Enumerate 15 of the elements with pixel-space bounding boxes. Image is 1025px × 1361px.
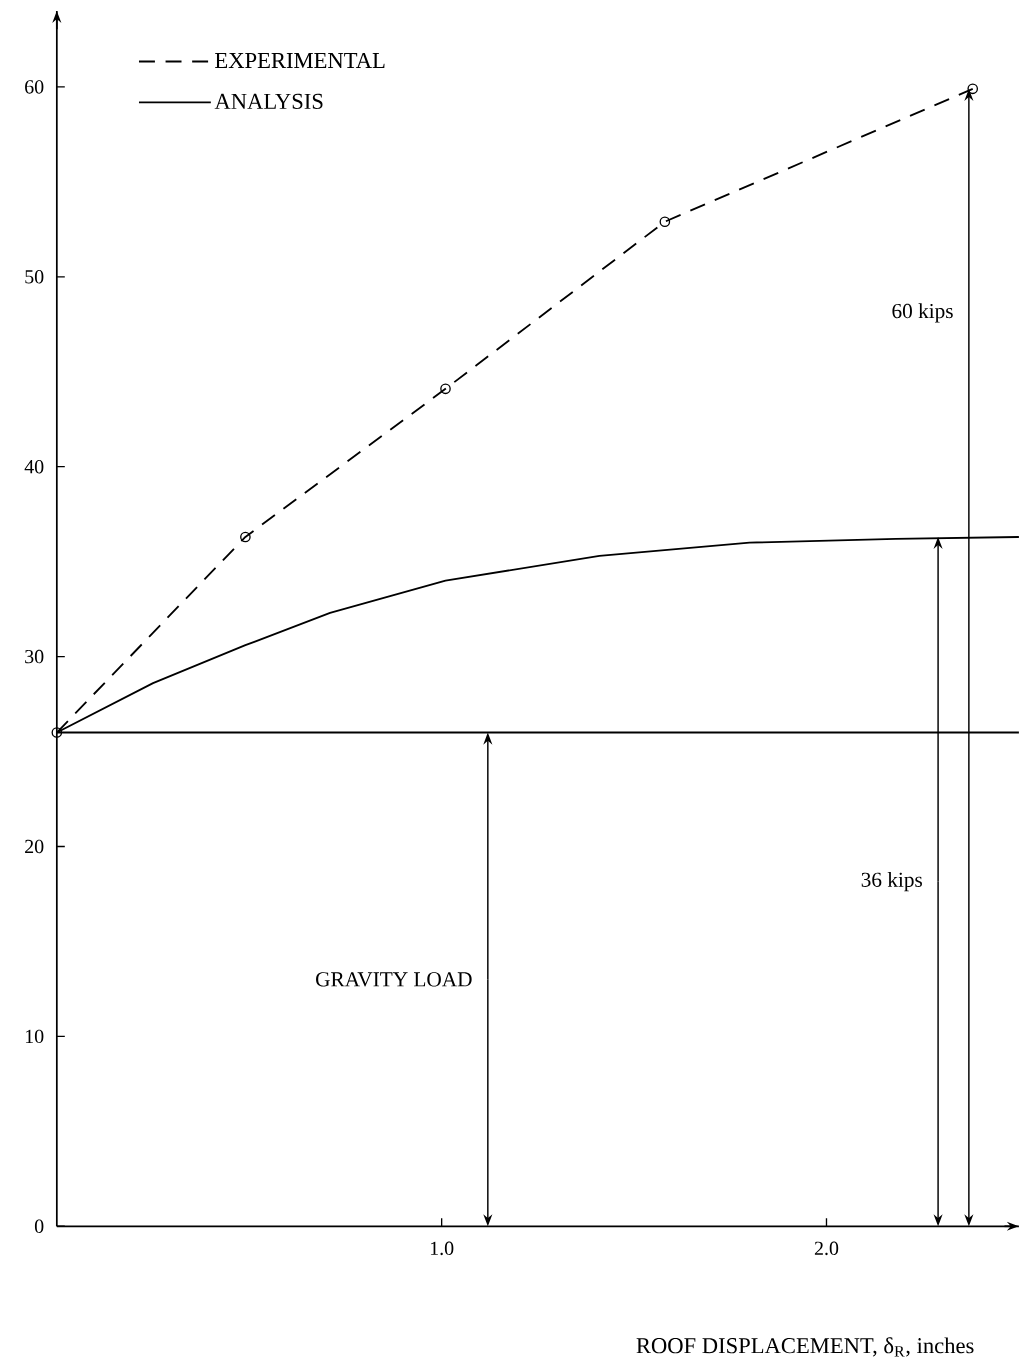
annotation: GRAVITY LOAD bbox=[316, 972, 472, 987]
annotation: 60 kips bbox=[892, 303, 953, 323]
x-axis-title: ROOF DISPLACEMENT, δ$_{R}$, inches bbox=[636, 1337, 974, 1357]
x-tick-label: 1.0 bbox=[431, 1241, 454, 1256]
y-tick-label: 0 bbox=[35, 1219, 44, 1233]
legend-label: ANALYSIS bbox=[214, 93, 323, 110]
y-tick-label: 40 bbox=[24, 459, 44, 474]
y-tick-label: 20 bbox=[25, 839, 44, 854]
annotation: 36 kips bbox=[861, 871, 923, 892]
y-tick-label: 60 bbox=[25, 80, 44, 94]
y-tick-label: 30 bbox=[25, 649, 44, 664]
y-tick-label: 50 bbox=[25, 270, 44, 284]
legend-label: EXPERIMENTAL bbox=[215, 52, 385, 68]
y-tick-label: 10 bbox=[26, 1029, 44, 1044]
x-tick-label: 2.0 bbox=[814, 1241, 839, 1256]
